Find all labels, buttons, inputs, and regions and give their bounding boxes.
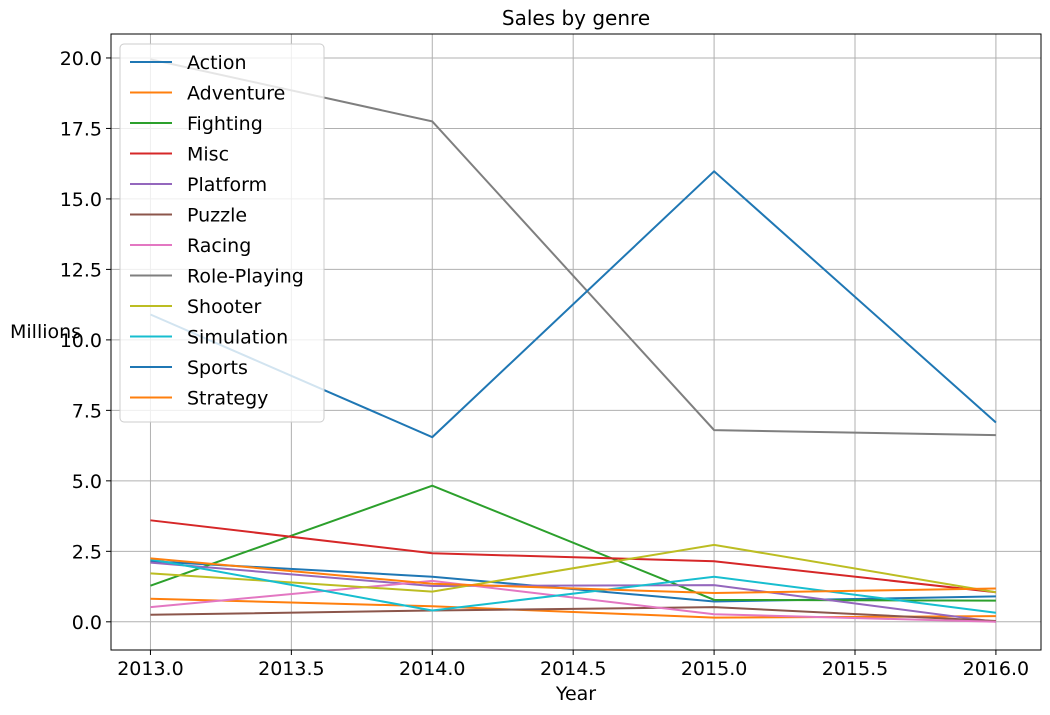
series-line-strategy xyxy=(150,557,996,595)
legend-label-action: Action xyxy=(187,52,247,74)
legend: Action Adventure Fighting Misc Platform Puzzl… xyxy=(119,43,325,423)
x-tick-label: 2013.5 xyxy=(258,658,324,680)
legend-label-simulation: Simulation xyxy=(187,327,288,349)
legend-label-role-playing: Role-Playing xyxy=(187,266,304,288)
legend-label-shooter: Shooter xyxy=(187,296,261,318)
series-line-adventure xyxy=(150,597,996,619)
y-tick-label: 17.5 xyxy=(60,118,102,140)
legend-label-racing: Racing xyxy=(187,235,251,257)
series-line-puzzle xyxy=(150,606,996,622)
series-line-misc xyxy=(150,519,997,594)
legend-label-adventure: Adventure xyxy=(187,83,285,105)
legend-box xyxy=(119,43,325,423)
series-line-simulation xyxy=(150,558,997,614)
y-tick-label: 2.5 xyxy=(72,541,102,563)
legend-label-strategy: Strategy xyxy=(187,388,268,410)
y-tick-label: 7.5 xyxy=(72,400,102,422)
legend-label-sports: Sports xyxy=(187,357,248,379)
y-tick-label: 5.0 xyxy=(72,471,102,493)
y-axis: 0.0 2.5 5.0 7.5 10.0 12.5 15.0 17.5 20.0 xyxy=(60,48,111,634)
x-tick-label: 2015.5 xyxy=(822,658,888,680)
series-line-racing xyxy=(150,579,996,623)
legend-label-misc: Misc xyxy=(187,144,229,166)
x-tick-label: 2015.0 xyxy=(681,658,747,680)
series-line-shooter xyxy=(150,543,997,594)
x-axis-title: Year xyxy=(555,683,596,705)
x-axis: 2013.0 2013.5 2014.0 2014.5 2015.0 2015.5 2016… xyxy=(117,650,1029,680)
x-tick-label: 2014.5 xyxy=(540,658,606,680)
x-tick-label: 2013.0 xyxy=(117,658,183,680)
y-tick-label: 15.0 xyxy=(60,189,102,211)
chart-title: Sales by genre xyxy=(502,6,650,30)
legend-label-platform: Platform xyxy=(187,174,267,196)
legend-label-fighting: Fighting xyxy=(187,113,263,135)
x-tick-label: 2016.0 xyxy=(963,658,1029,680)
x-tick-label: 2014.0 xyxy=(399,658,465,680)
y-axis-title: Millions xyxy=(10,321,81,343)
y-tick-label: 12.5 xyxy=(60,259,102,281)
y-tick-label: 10.0 xyxy=(60,330,102,352)
series-line-platform xyxy=(150,561,997,623)
legend-label-puzzle: Puzzle xyxy=(187,205,247,227)
plot-frame xyxy=(110,33,1042,651)
y-tick-label: 0.0 xyxy=(72,612,102,634)
y-tick-label: 20.0 xyxy=(60,48,102,70)
series-line-fighting xyxy=(150,484,996,602)
